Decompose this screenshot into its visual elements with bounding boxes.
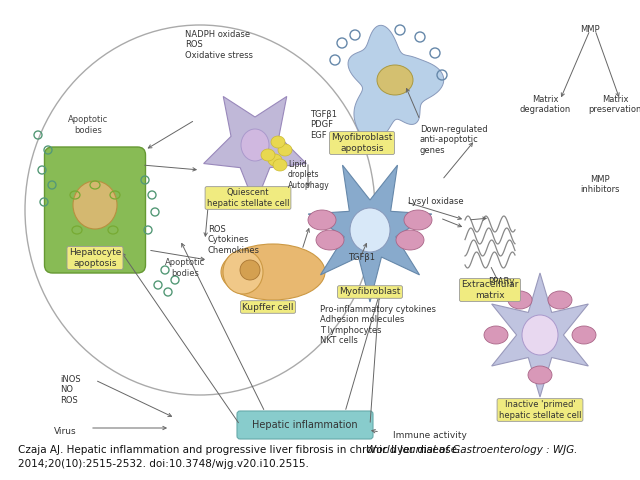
Text: Czaja AJ. Hepatic inflammation and progressive liver fibrosis in chronic liver d: Czaja AJ. Hepatic inflammation and progr… [18, 445, 463, 455]
Text: Matrix
preservation: Matrix preservation [588, 95, 640, 114]
Ellipse shape [271, 136, 285, 148]
Text: Matrix
degradation: Matrix degradation [520, 95, 571, 114]
Polygon shape [492, 273, 588, 397]
Ellipse shape [528, 366, 552, 384]
Text: Extracellular
matrix: Extracellular matrix [461, 280, 518, 300]
Text: Hepatic inflammation: Hepatic inflammation [252, 420, 358, 430]
Ellipse shape [223, 250, 263, 294]
Polygon shape [204, 96, 307, 205]
Ellipse shape [261, 149, 275, 161]
Text: MMP
inhibitors: MMP inhibitors [580, 175, 620, 194]
Text: MMP: MMP [580, 25, 600, 34]
Text: TGFβ1
PDGF
EGF: TGFβ1 PDGF EGF [310, 110, 337, 140]
Ellipse shape [268, 154, 282, 166]
Text: Quiescent
hepatic stellate cell: Quiescent hepatic stellate cell [207, 188, 289, 208]
Ellipse shape [396, 230, 424, 250]
Text: Myofibroblast: Myofibroblast [339, 288, 401, 297]
Ellipse shape [273, 159, 287, 171]
Ellipse shape [508, 291, 532, 309]
Ellipse shape [241, 129, 269, 161]
Text: PPARγ: PPARγ [488, 277, 515, 287]
Ellipse shape [404, 210, 432, 230]
Text: ROS
Cytokines
Chemokines: ROS Cytokines Chemokines [208, 225, 260, 255]
Polygon shape [308, 165, 432, 302]
Text: Immune activity: Immune activity [393, 431, 467, 440]
Text: TGFβ1: TGFβ1 [348, 253, 375, 263]
Polygon shape [348, 25, 444, 142]
Text: World Journal of Gastroenterology : WJG.: World Journal of Gastroenterology : WJG. [365, 445, 577, 455]
Text: Lipid
droplets
Autophagy: Lipid droplets Autophagy [288, 160, 330, 190]
Ellipse shape [316, 230, 344, 250]
Ellipse shape [308, 210, 336, 230]
Text: Apoptotic
bodies: Apoptotic bodies [165, 258, 205, 278]
Text: Pro-inflammatory cytokines
Adhesion molecules
T lymphocytes
NKT cells: Pro-inflammatory cytokines Adhesion mole… [320, 305, 436, 345]
Ellipse shape [522, 315, 558, 355]
Text: Hepatocyte
apoptosis: Hepatocyte apoptosis [69, 248, 121, 268]
Ellipse shape [350, 208, 390, 252]
Text: NADPH oxidase
ROS
Oxidative stress: NADPH oxidase ROS Oxidative stress [185, 30, 253, 60]
Ellipse shape [278, 144, 292, 156]
FancyBboxPatch shape [237, 411, 373, 439]
Text: Virus: Virus [54, 428, 76, 436]
FancyBboxPatch shape [45, 147, 145, 273]
Text: Inactive 'primed'
hepatic stellate cell: Inactive 'primed' hepatic stellate cell [499, 400, 581, 420]
Text: Apoptotic
bodies: Apoptotic bodies [68, 115, 108, 135]
Ellipse shape [221, 244, 325, 300]
Text: Myofibroblast
apoptosis: Myofibroblast apoptosis [332, 133, 393, 153]
Text: 2014;20(10):2515-2532. doi:10.3748/wjg.v20.i10.2515.: 2014;20(10):2515-2532. doi:10.3748/wjg.v… [18, 459, 309, 469]
Text: Kupffer cell: Kupffer cell [243, 302, 294, 312]
Ellipse shape [73, 181, 117, 229]
Ellipse shape [484, 326, 508, 344]
Ellipse shape [240, 260, 260, 280]
Ellipse shape [377, 65, 413, 95]
Text: Down-regulated
anti-apoptotic
genes: Down-regulated anti-apoptotic genes [420, 125, 488, 155]
Ellipse shape [572, 326, 596, 344]
Text: iNOS
NO
ROS: iNOS NO ROS [60, 375, 81, 405]
Text: Lysyl oxidase: Lysyl oxidase [408, 197, 463, 206]
Ellipse shape [548, 291, 572, 309]
